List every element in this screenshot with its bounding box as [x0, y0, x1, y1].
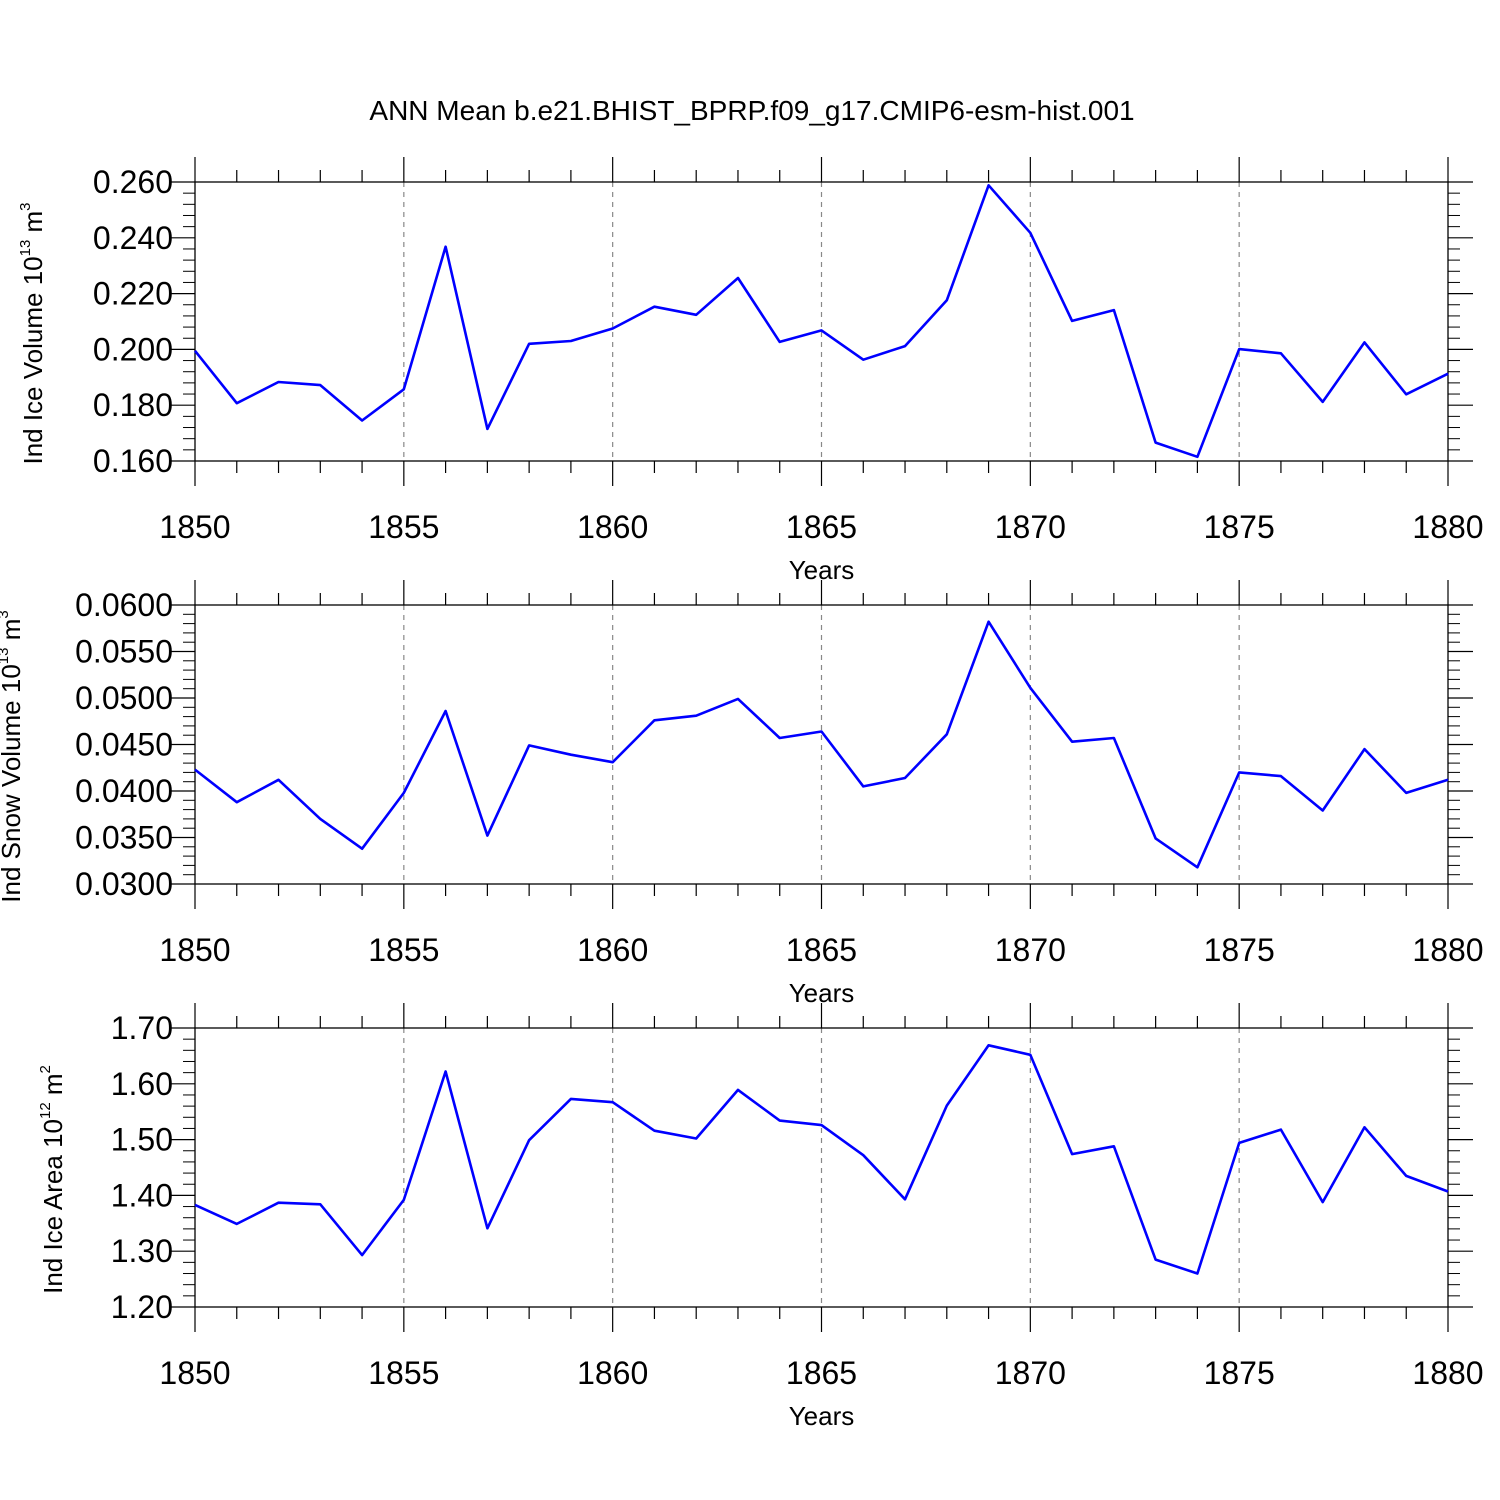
series-line: [193, 184, 1449, 459]
y-tick-label: 0.160: [93, 443, 173, 479]
x-tick-label: 1870: [995, 932, 1066, 968]
x-tick-label: 1865: [786, 932, 857, 968]
y-tick-label: 0.180: [93, 387, 173, 423]
y-axis-label: Ind Ice Volume 1013 m3: [17, 202, 48, 464]
y-tick-label: 0.0450: [75, 727, 173, 763]
series-line: [194, 1044, 1449, 1275]
panel-2: 0.0300 0.0350 0.0400 0.0450 0.0500 0.0550 0.06…: [0, 580, 1484, 1008]
x-tick-label: 1850: [159, 932, 230, 968]
x-tick-label: 1880: [1412, 509, 1483, 545]
x-tick-label: 1875: [1204, 932, 1275, 968]
x-tick-label: 1880: [1412, 1355, 1483, 1391]
x-tick-label: 1865: [786, 1355, 857, 1391]
y-tick-label: 1.20: [111, 1289, 173, 1325]
x-tick-label: 1880: [1412, 932, 1483, 968]
y-tick-label: 1.60: [111, 1066, 173, 1102]
y-tick-label: 0.0300: [75, 866, 173, 902]
x-tick-label: 1870: [995, 509, 1066, 545]
figure-title: ANN Mean b.e21.BHIST_BPRP.f09_g17.CMIP6-…: [369, 95, 1134, 126]
x-tick-label: 1865: [786, 509, 857, 545]
y-tick-label: 0.220: [93, 276, 173, 312]
x-tick-label: 1875: [1204, 509, 1275, 545]
x-tick-label: 1850: [159, 1355, 230, 1391]
y-tick-label: 0.200: [93, 331, 173, 367]
y-tick-label: 0.0500: [75, 680, 173, 716]
x-axis-label: Years: [789, 1401, 855, 1431]
y-tick-label: 0.0600: [75, 587, 173, 623]
y-axis-label: Ind Snow Volume 1013 m3: [0, 610, 26, 902]
x-tick-label: 1855: [368, 1355, 439, 1391]
series-line: [194, 620, 1449, 869]
x-tick-label: 1860: [577, 1355, 648, 1391]
y-tick-label: 0.0550: [75, 634, 173, 670]
y-tick-label: 0.260: [93, 164, 173, 200]
y-tick-label: 0.240: [93, 220, 173, 256]
panel-1: 0.160 0.180 0.200 0.220 0.240 0.260 1850 1855 18…: [17, 157, 1484, 585]
x-tick-label: 1855: [368, 509, 439, 545]
x-tick-label: 1860: [577, 509, 648, 545]
panel-3: 1.20 1.30 1.40 1.50 1.60 1.70 1850 1855 1860 1865…: [37, 1003, 1484, 1431]
y-tick-label: 1.50: [111, 1122, 173, 1158]
y-tick-label: 0.0400: [75, 773, 173, 809]
x-tick-label: 1850: [159, 509, 230, 545]
y-tick-label: 1.40: [111, 1177, 173, 1213]
y-tick-label: 1.30: [111, 1233, 173, 1269]
y-tick-label: 1.70: [111, 1010, 173, 1046]
x-tick-label: 1855: [368, 932, 439, 968]
y-axis-label: Ind Ice Area 1012 m2: [37, 1065, 68, 1294]
x-tick-label: 1875: [1204, 1355, 1275, 1391]
x-tick-label: 1870: [995, 1355, 1066, 1391]
x-tick-label: 1860: [577, 932, 648, 968]
y-tick-label: 0.0350: [75, 820, 173, 856]
